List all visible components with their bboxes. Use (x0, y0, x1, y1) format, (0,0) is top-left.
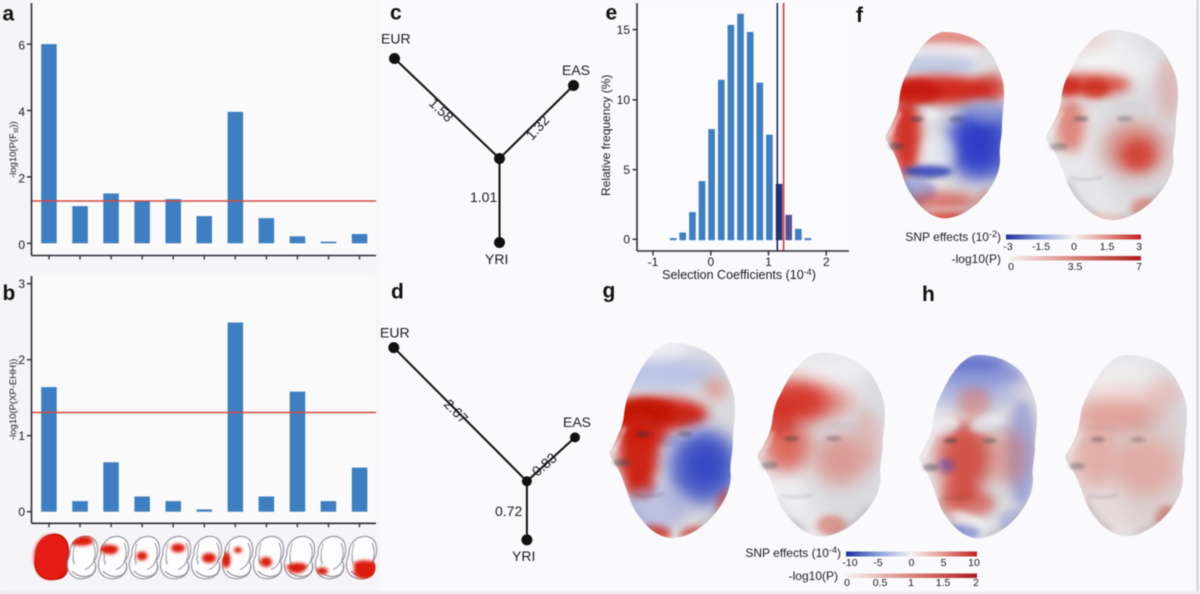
svg-text:c: c (390, 2, 402, 25)
svg-text:0: 0 (844, 577, 850, 589)
svg-text:0.72: 0.72 (495, 503, 522, 519)
svg-text:5: 5 (941, 557, 947, 569)
svg-text:h: h (922, 283, 935, 306)
svg-text:1.01: 1.01 (470, 189, 497, 205)
svg-text:0: 0 (1008, 261, 1014, 273)
svg-text:b: b (3, 282, 16, 305)
svg-text:3.5: 3.5 (1068, 261, 1083, 273)
svg-text:3: 3 (18, 277, 25, 291)
svg-text:-log10(P): -log10(P) (952, 252, 1001, 266)
svg-text:0.5: 0.5 (873, 577, 888, 589)
svg-text:4: 4 (18, 105, 25, 119)
svg-text:-log10(P(Fst)): -log10(P(Fst)) (8, 121, 20, 178)
svg-text:0: 0 (18, 505, 25, 519)
svg-text:f: f (856, 4, 864, 27)
svg-text:1: 1 (765, 255, 772, 269)
svg-text:EUR: EUR (381, 31, 411, 47)
svg-text:SNP effects (10-2): SNP effects (10-2) (905, 229, 1001, 244)
svg-text:5: 5 (623, 163, 630, 177)
svg-text:1.5: 1.5 (1100, 241, 1115, 253)
svg-text:10: 10 (617, 93, 631, 107)
svg-text:-10: -10 (842, 557, 857, 569)
svg-text:1.5: 1.5 (936, 577, 951, 589)
svg-text:0: 0 (623, 233, 630, 247)
svg-text:-log10(P): -log10(P) (789, 569, 838, 583)
svg-text:-1.5: -1.5 (1032, 241, 1050, 253)
svg-text:YRI: YRI (485, 251, 508, 267)
svg-text:10: 10 (968, 557, 980, 569)
svg-text:1: 1 (18, 429, 25, 443)
svg-text:EAS: EAS (563, 414, 591, 430)
svg-text:15: 15 (617, 23, 631, 37)
svg-text:e: e (606, 2, 618, 25)
svg-text:6: 6 (18, 39, 25, 53)
svg-text:0: 0 (1071, 241, 1077, 253)
svg-text:-3: -3 (1003, 241, 1012, 253)
svg-text:2: 2 (823, 255, 830, 269)
svg-text:2: 2 (18, 172, 25, 186)
svg-text:-5: -5 (873, 557, 882, 569)
svg-text:2: 2 (18, 353, 25, 367)
svg-text:0: 0 (707, 255, 714, 269)
svg-text:SNP effects (10-4): SNP effects (10-4) (745, 545, 841, 560)
svg-text:a: a (3, 3, 15, 26)
svg-text:EUR: EUR (380, 325, 410, 341)
svg-text:0: 0 (18, 238, 25, 252)
svg-text:Selection Coefficients (10-4): Selection Coefficients (10-4) (662, 267, 816, 282)
svg-text:2: 2 (973, 577, 979, 589)
svg-text:YRI: YRI (512, 548, 535, 564)
svg-text:d: d (391, 281, 404, 304)
svg-text:0: 0 (909, 557, 915, 569)
svg-text:Relative frequency (%): Relative frequency (%) (599, 75, 613, 196)
svg-text:-1: -1 (648, 255, 659, 269)
svg-text:3: 3 (1136, 241, 1142, 253)
svg-text:EAS: EAS (562, 62, 590, 78)
svg-text:-log10(P(XP-EHH)): -log10(P(XP-EHH)) (8, 359, 19, 440)
svg-text:7: 7 (1136, 261, 1142, 273)
svg-text:1: 1 (908, 577, 914, 589)
svg-text:g: g (603, 280, 616, 303)
